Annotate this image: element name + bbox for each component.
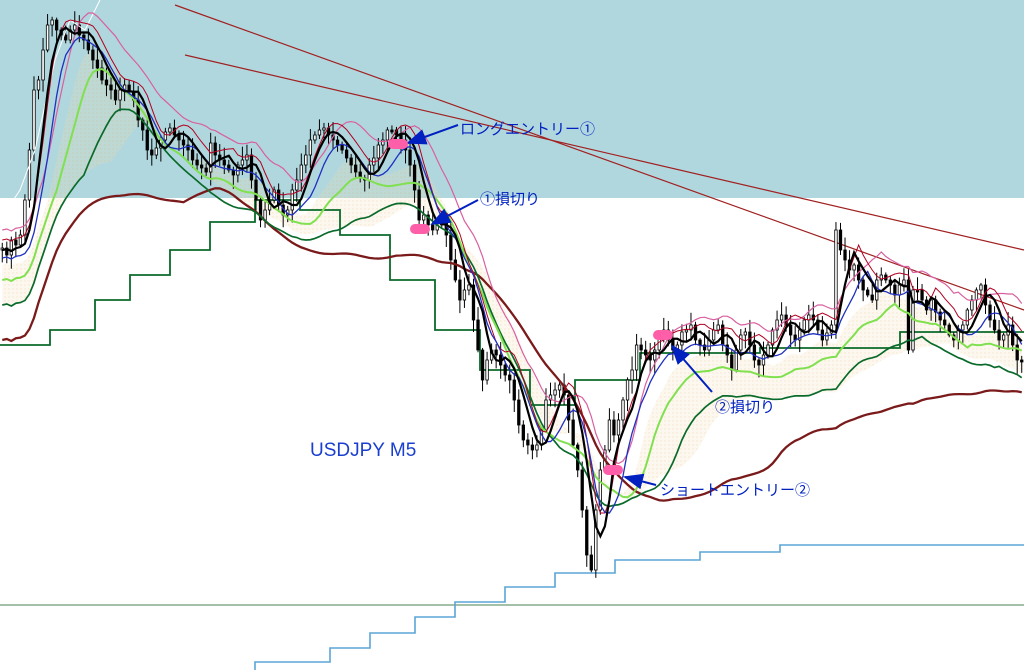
entry-marker bbox=[388, 139, 408, 149]
chart-title: USDJPY M5 bbox=[310, 440, 416, 462]
annotation-label: ショートエントリー② bbox=[660, 479, 810, 500]
entry-marker bbox=[653, 330, 673, 340]
annotation-label: ②損切り bbox=[715, 396, 775, 417]
entry-marker bbox=[603, 465, 623, 475]
forex-chart: USDJPY M5 ロングエントリー① ①損切り ②損切りショートエントリー② bbox=[0, 0, 1024, 670]
annotation-label: ①損切り bbox=[480, 188, 540, 209]
annotation-label: ロングエントリー① bbox=[460, 118, 595, 139]
entry-marker bbox=[410, 224, 430, 234]
annotation-layer bbox=[0, 0, 1024, 670]
